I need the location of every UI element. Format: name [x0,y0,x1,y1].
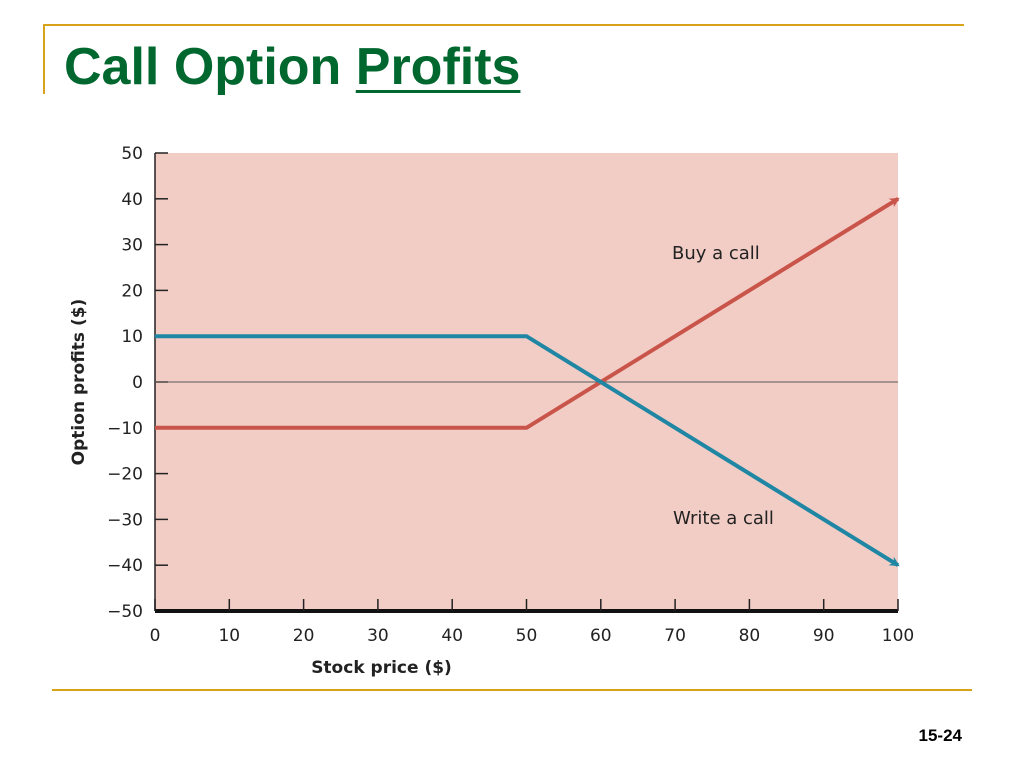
page-number: 15-24 [918,726,962,745]
y-tick-label: 40 [121,190,143,210]
title-main-text: Call Option [64,38,356,96]
x-tick-label: 70 [664,626,686,646]
y-tick-label: 10 [121,327,143,347]
y-tick-label: 20 [121,281,143,301]
x-tick-label: 0 [150,626,161,646]
buy-a-call-label: Buy a call [672,243,760,264]
y-axis-title: Option profits ($) [69,299,89,466]
y-tick-label: 50 [121,144,143,164]
x-tick-label: 50 [516,626,538,646]
y-tick-label: −50 [107,602,143,622]
x-tick-label: 10 [218,626,240,646]
y-tick-label: 30 [121,236,143,256]
top-frame-rule [43,24,964,26]
x-tick-label: 100 [882,626,914,646]
x-tick-label: 90 [813,626,835,646]
x-tick-label: 40 [441,626,463,646]
x-tick-label: 80 [739,626,761,646]
write-a-call-label: Write a call [673,508,774,529]
y-tick-label: −30 [107,510,143,530]
slide-title: Call Option Profits [64,38,520,98]
x-tick-label: 30 [367,626,389,646]
y-tick-label: −40 [107,556,143,576]
left-frame-rule [43,24,45,94]
x-tick-label: 60 [590,626,612,646]
buy-a-call-line [155,197,900,430]
x-tick-label: 20 [293,626,315,646]
y-tick-label: 0 [132,373,143,393]
bottom-rule [52,689,972,691]
y-tick-label: −20 [107,465,143,485]
title-underlined-text: Profits [355,38,521,96]
y-tick-label: −10 [107,419,143,439]
x-axis-title: Stock price ($) [311,658,452,678]
write-a-call-line [155,334,900,567]
